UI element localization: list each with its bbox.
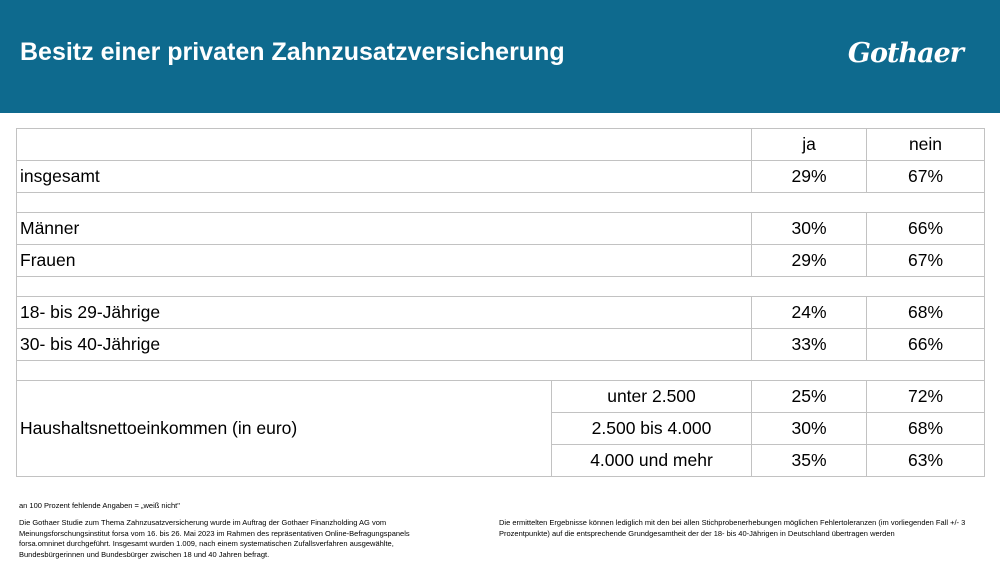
- value-nein: 72%: [866, 380, 985, 413]
- value-ja: 29%: [751, 160, 867, 193]
- income-bracket-label: 4.000 und mehr: [551, 444, 752, 477]
- table-header-row: ja nein: [16, 128, 985, 161]
- spacer-cell: [16, 192, 985, 213]
- value-ja: 30%: [751, 412, 867, 445]
- header-empty-cell: [16, 128, 752, 161]
- spacer-cell: [16, 360, 985, 381]
- header-bar: Besitz einer privaten Zahnzusatzversiche…: [0, 0, 1000, 113]
- value-ja: 35%: [751, 444, 867, 477]
- value-nein: 67%: [866, 244, 985, 277]
- value-ja: 29%: [751, 244, 867, 277]
- page-title: Besitz einer privaten Zahnzusatzversiche…: [20, 38, 565, 66]
- value-nein: 63%: [866, 444, 985, 477]
- table-row: Frauen 29% 67%: [16, 244, 985, 277]
- value-nein: 68%: [866, 296, 985, 329]
- spacer-row: [16, 276, 985, 297]
- table-row: insgesamt 29% 67%: [16, 160, 985, 193]
- value-ja: 33%: [751, 328, 867, 361]
- study-footnote: Die Gothaer Studie zum Thema Zahnzusatzv…: [19, 518, 410, 559]
- table-row: 30- bis 40-Jährige 33% 66%: [16, 328, 985, 361]
- spacer-row: [16, 192, 985, 213]
- table-row: 4.000 und mehr 35% 63%: [17, 444, 985, 477]
- row-label: 30- bis 40-Jährige: [16, 328, 752, 361]
- table-row: Haushaltsnettoeinkommen (in euro) unter …: [16, 380, 985, 477]
- value-ja: 24%: [751, 296, 867, 329]
- spacer-row: [16, 360, 985, 381]
- survey-table: ja nein insgesamt 29% 67% Männer 30% 66%…: [16, 128, 985, 477]
- missing-answers-footnote: an 100 Prozent fehlende Angaben = „weiß …: [19, 501, 180, 510]
- income-bracket-label: 2.500 bis 4.000: [551, 412, 752, 445]
- table-row: 2.500 bis 4.000 30% 68%: [17, 412, 985, 445]
- table-row: Männer 30% 66%: [16, 212, 985, 245]
- table-row: 18- bis 29-Jährige 24% 68%: [16, 296, 985, 329]
- row-label: 18- bis 29-Jährige: [16, 296, 752, 329]
- column-header-ja: ja: [751, 128, 867, 161]
- value-nein: 66%: [866, 212, 985, 245]
- tolerance-footnote: Die ermittelten Ergebnisse können ledigl…: [499, 518, 966, 538]
- value-ja: 30%: [751, 212, 867, 245]
- value-nein: 68%: [866, 412, 985, 445]
- income-group-label: Haushaltsnettoeinkommen (in euro): [16, 380, 552, 477]
- row-label: Männer: [16, 212, 752, 245]
- row-label: Frauen: [16, 244, 752, 277]
- value-ja: 25%: [751, 380, 867, 413]
- income-bracket-label: unter 2.500: [551, 380, 752, 413]
- column-header-nein: nein: [866, 128, 985, 161]
- value-nein: 67%: [866, 160, 985, 193]
- gothaer-logo: Gothaer: [847, 38, 964, 69]
- row-label: insgesamt: [16, 160, 752, 193]
- spacer-cell: [16, 276, 985, 297]
- value-nein: 66%: [866, 328, 985, 361]
